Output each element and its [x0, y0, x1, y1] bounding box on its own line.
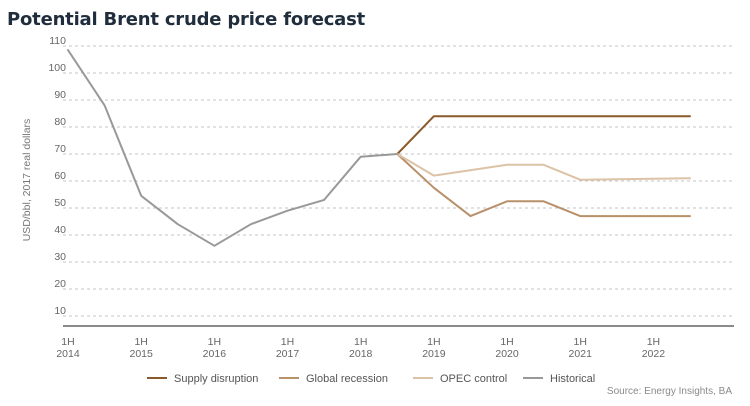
y-tick-label: 10: [54, 305, 66, 317]
x-tick-label-year: 2022: [642, 348, 666, 360]
x-tick-label-half: 1H: [647, 336, 660, 348]
y-tick-label: 30: [54, 251, 66, 263]
x-tick-label-half: 1H: [354, 336, 367, 348]
series-line-global-recession: [396, 153, 691, 218]
y-tick-label: 80: [54, 116, 66, 128]
x-tick-label-year: 2017: [276, 348, 300, 360]
series-line-opec-control: [396, 153, 691, 181]
y-axis-label: USD/bbl, 2017 real dollars: [21, 119, 33, 242]
x-tick-label-half: 1H: [134, 336, 147, 348]
x-tick-label-half: 1H: [427, 336, 440, 348]
chart-title: Potential Brent crude price forecast: [7, 9, 366, 30]
legend-label-global-recession: Global recession: [306, 373, 388, 385]
y-tick-label: 60: [54, 170, 66, 182]
y-tick-label: 70: [54, 143, 66, 155]
series-line-supply-disruption: [396, 115, 691, 155]
x-tick-label-half: 1H: [500, 336, 513, 348]
y-tick-label: 90: [54, 89, 66, 101]
x-tick-label-year: 2018: [349, 348, 373, 360]
y-tick-label: 100: [48, 62, 66, 74]
x-tick-label-half: 1H: [574, 336, 587, 348]
series-line-historical: [67, 49, 399, 247]
x-tick-label-half: 1H: [208, 336, 221, 348]
y-tick-label: 40: [54, 224, 66, 236]
y-tick-label: 50: [54, 197, 66, 209]
gridlines: [63, 45, 734, 317]
source-note: Source: Energy Insights, BA: [606, 386, 732, 397]
legend-label-supply-disruption: Supply disruption: [174, 373, 258, 385]
x-tick-label-year: 2020: [495, 348, 519, 360]
y-tick-label: 20: [54, 278, 66, 290]
x-tick-label-half: 1H: [281, 336, 294, 348]
x-tick-label-year: 2016: [203, 348, 227, 360]
legend-label-opec-control: OPEC control: [440, 373, 507, 385]
y-tick-label: 110: [49, 35, 66, 47]
x-tick-label-half: 1H: [61, 336, 74, 348]
x-tick-labels: 1H20141H20151H20161H20171H20181H20191H20…: [56, 336, 665, 360]
legend: Supply disruption Global recession OPEC co…: [147, 373, 595, 385]
x-tick-label-year: 2014: [56, 348, 80, 360]
x-tick-label-year: 2021: [569, 348, 593, 360]
series-lines: [67, 49, 691, 247]
y-tick-labels: 10 20 30 40 50 60 70 80 90 100 110: [48, 35, 66, 317]
x-tick-label-year: 2019: [422, 348, 446, 360]
x-tick-label-year: 2015: [129, 348, 153, 360]
legend-label-historical: Historical: [550, 373, 595, 385]
